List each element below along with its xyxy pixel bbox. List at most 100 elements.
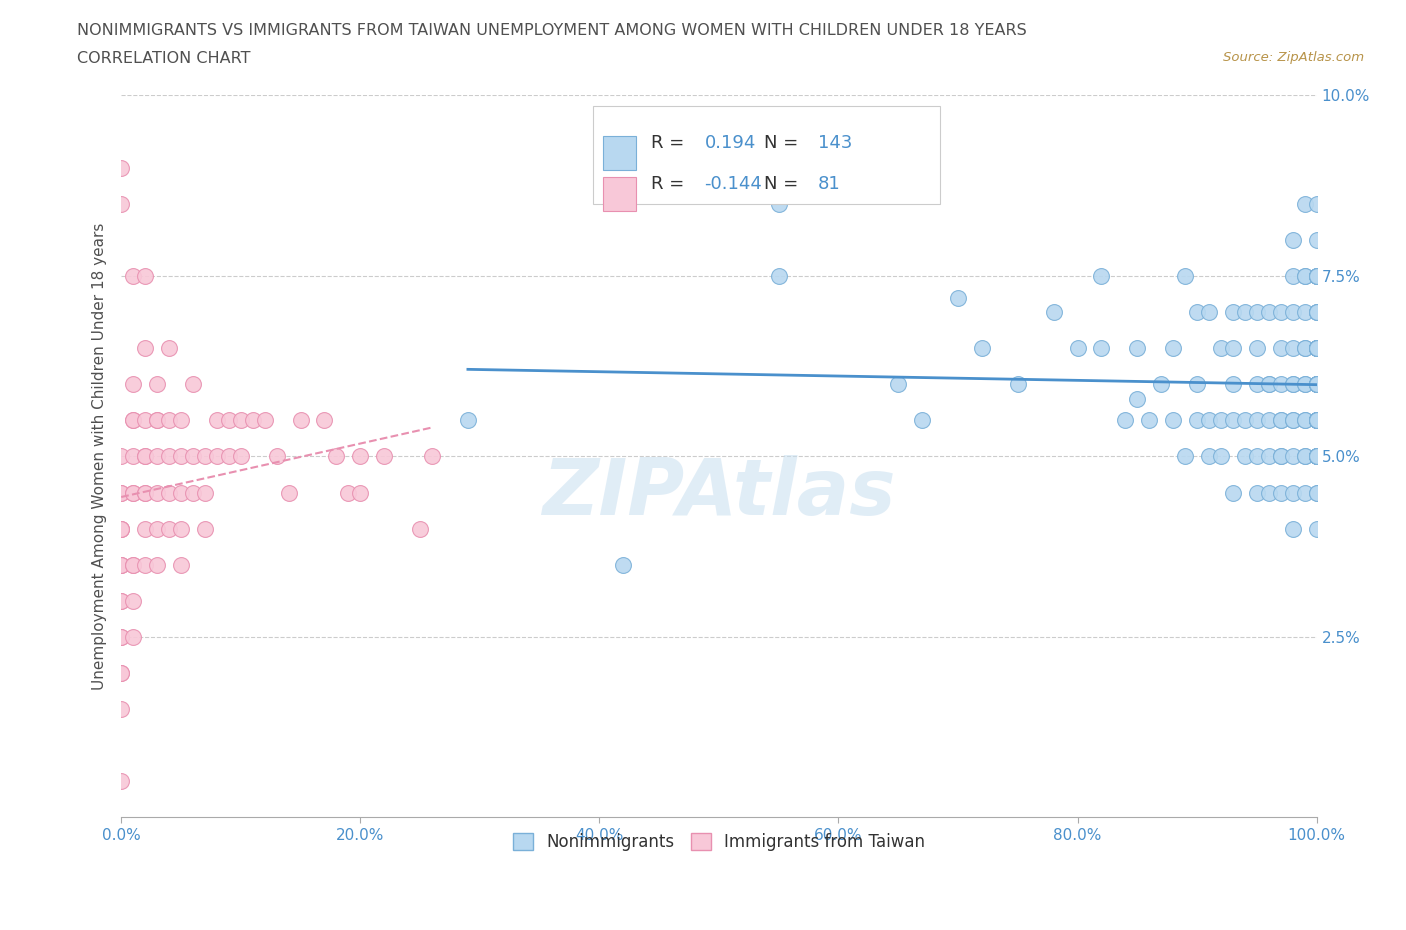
Point	[1233, 413, 1256, 428]
Point	[110, 160, 132, 175]
Point	[1305, 304, 1327, 319]
Point	[457, 413, 479, 428]
Point	[1281, 232, 1303, 247]
Point	[768, 196, 790, 211]
FancyBboxPatch shape	[603, 136, 637, 170]
Point	[122, 413, 145, 428]
Point	[1281, 413, 1303, 428]
Point	[1305, 340, 1327, 355]
Point	[1305, 340, 1327, 355]
Point	[110, 630, 132, 644]
Point	[1007, 377, 1029, 392]
Point	[1305, 413, 1327, 428]
Point	[205, 449, 228, 464]
Point	[1222, 340, 1244, 355]
Point	[146, 521, 169, 536]
Point	[1281, 521, 1303, 536]
Point	[1305, 304, 1327, 319]
Point	[1305, 413, 1327, 428]
Point	[1294, 449, 1316, 464]
Point	[1198, 304, 1220, 319]
Point	[1042, 304, 1064, 319]
Point	[122, 557, 145, 572]
Point	[1305, 485, 1327, 500]
Point	[1233, 449, 1256, 464]
Point	[110, 196, 132, 211]
Point	[1305, 340, 1327, 355]
Point	[1305, 269, 1327, 284]
Legend: Nonimmigrants, Immigrants from Taiwan: Nonimmigrants, Immigrants from Taiwan	[505, 825, 934, 859]
Point	[1305, 377, 1327, 392]
Point	[146, 557, 169, 572]
Point	[229, 413, 252, 428]
Point	[134, 340, 156, 355]
Point	[146, 449, 169, 464]
Point	[218, 413, 240, 428]
Point	[1246, 377, 1268, 392]
Point	[1305, 449, 1327, 464]
Point	[205, 413, 228, 428]
Point	[1294, 413, 1316, 428]
Point	[1161, 413, 1184, 428]
Point	[194, 449, 217, 464]
Point	[277, 485, 299, 500]
Point	[1257, 304, 1279, 319]
Point	[1246, 449, 1268, 464]
Point	[1257, 377, 1279, 392]
Point	[122, 269, 145, 284]
Point	[1257, 449, 1279, 464]
Point	[1270, 413, 1292, 428]
Point	[1305, 340, 1327, 355]
Point	[1222, 304, 1244, 319]
Point	[1305, 377, 1327, 392]
Point	[325, 449, 347, 464]
Point	[1270, 413, 1292, 428]
Text: 143: 143	[818, 134, 852, 153]
Text: R =: R =	[651, 134, 685, 153]
Point	[1305, 340, 1327, 355]
Point	[1161, 340, 1184, 355]
Point	[1270, 485, 1292, 500]
Point	[1126, 340, 1149, 355]
Point	[1305, 377, 1327, 392]
Point	[1305, 449, 1327, 464]
Point	[157, 449, 180, 464]
Text: 0.194: 0.194	[704, 134, 756, 153]
Point	[1281, 449, 1303, 464]
Point	[194, 521, 217, 536]
Point	[1185, 304, 1208, 319]
Point	[170, 557, 193, 572]
Point	[1305, 413, 1327, 428]
Point	[1294, 269, 1316, 284]
Point	[1222, 485, 1244, 500]
Point	[1281, 413, 1303, 428]
Point	[146, 413, 169, 428]
Point	[1281, 304, 1303, 319]
Point	[266, 449, 288, 464]
Text: -0.144: -0.144	[704, 175, 762, 193]
Text: 81: 81	[818, 175, 841, 193]
FancyBboxPatch shape	[593, 106, 941, 204]
Point	[1257, 377, 1279, 392]
Point	[1281, 340, 1303, 355]
Point	[110, 666, 132, 681]
Point	[1281, 269, 1303, 284]
Point	[1209, 449, 1232, 464]
Point	[110, 557, 132, 572]
Point	[1270, 340, 1292, 355]
Point	[170, 449, 193, 464]
Point	[170, 413, 193, 428]
Point	[290, 413, 312, 428]
Point	[1294, 269, 1316, 284]
Point	[1114, 413, 1136, 428]
Text: N =: N =	[765, 134, 799, 153]
Point	[1305, 413, 1327, 428]
Point	[1294, 485, 1316, 500]
Point	[1090, 269, 1112, 284]
Text: NONIMMIGRANTS VS IMMIGRANTS FROM TAIWAN UNEMPLOYMENT AMONG WOMEN WITH CHILDREN U: NONIMMIGRANTS VS IMMIGRANTS FROM TAIWAN …	[77, 23, 1026, 38]
Point	[373, 449, 395, 464]
Point	[946, 290, 969, 305]
Point	[612, 557, 634, 572]
Point	[1222, 413, 1244, 428]
Point	[134, 485, 156, 500]
